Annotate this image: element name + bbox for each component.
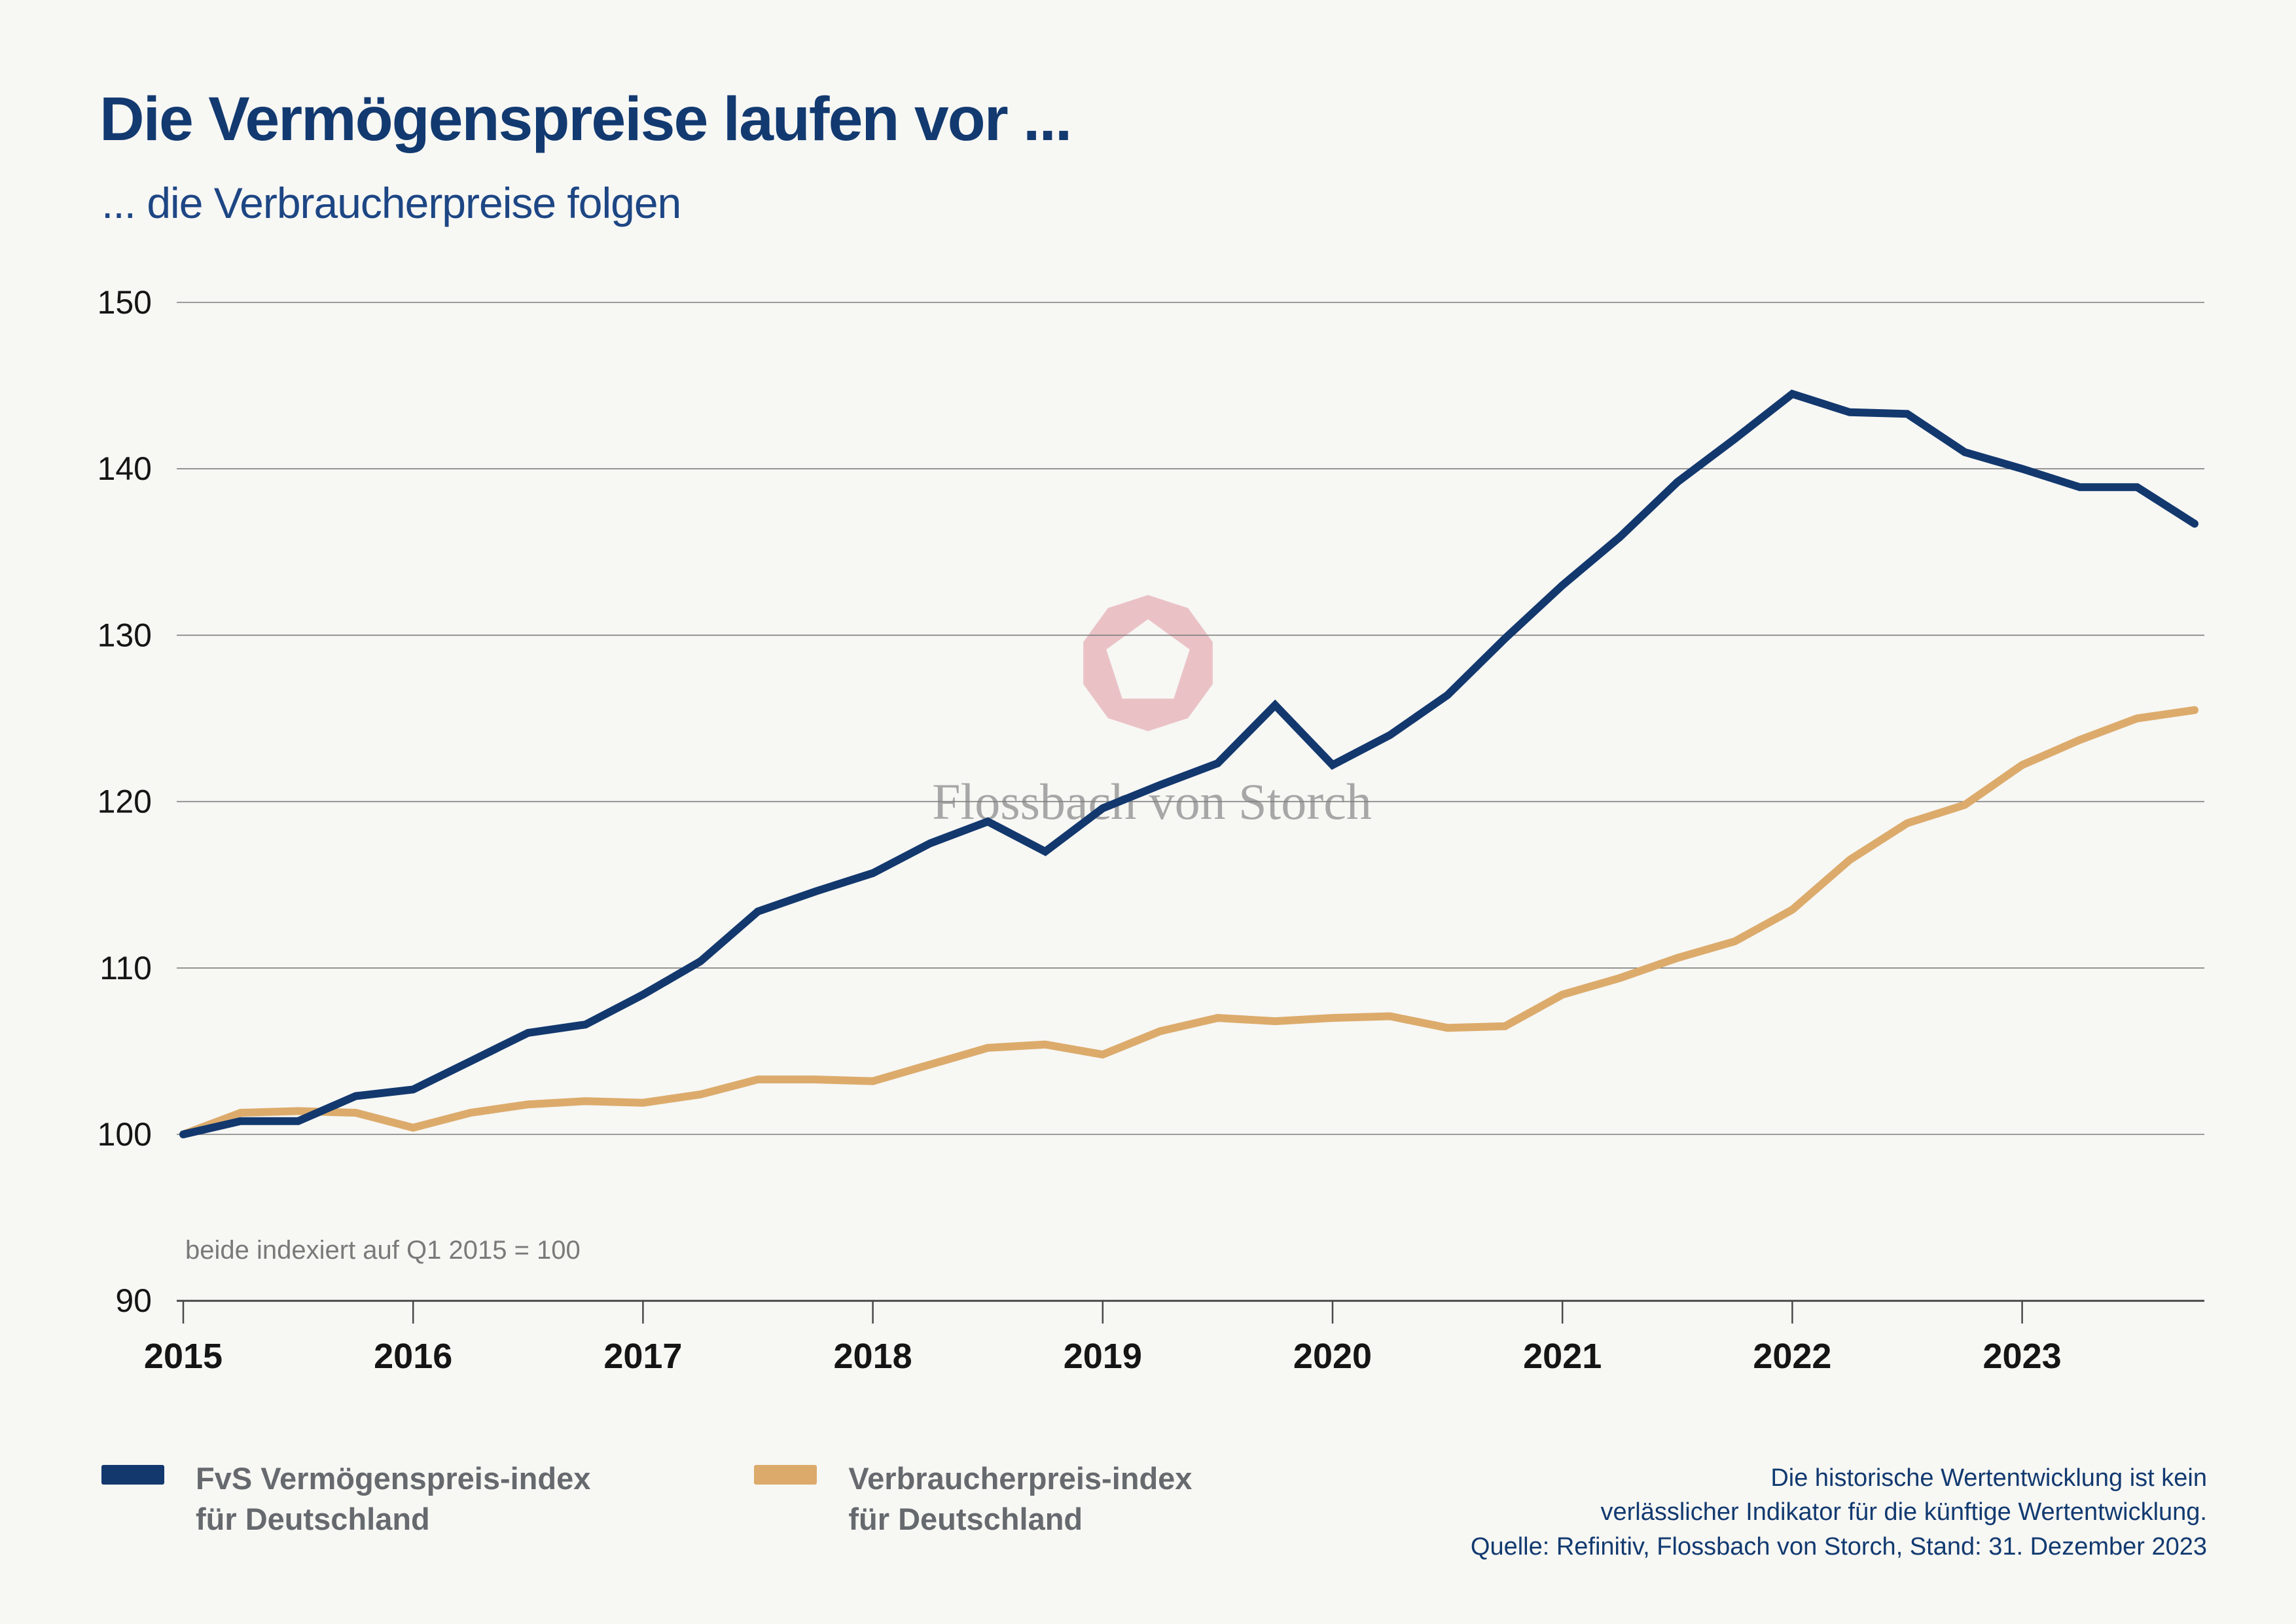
series-line-fvs-verm-genspreis-index-f-r-deutschland — [179, 389, 2198, 1138]
gridlines — [177, 302, 2204, 1302]
legend-item-vermoegenspreisindex: FvS Vermögenspreis-index für Deutschland — [101, 1458, 590, 1540]
svg-text:100: 100 — [98, 1116, 152, 1153]
source-line: Quelle: Refinitiv, Flossbach von Storch,… — [1470, 1532, 2207, 1561]
svg-text:130: 130 — [98, 617, 152, 653]
legend-swatch-navy — [101, 1465, 164, 1485]
disclaimer-line-1: Die historische Wertentwicklung ist kein — [1770, 1464, 2207, 1492]
svg-text:150: 150 — [98, 284, 152, 321]
svg-text:2018: 2018 — [834, 1337, 912, 1376]
flossbach-von-storch-logo-icon — [1083, 595, 1213, 731]
svg-text:2022: 2022 — [1753, 1337, 1831, 1376]
svg-text:110: 110 — [99, 950, 152, 986]
svg-text:2020: 2020 — [1293, 1337, 1372, 1376]
x-axis-labels: 2015 2016 2017 2018 2019 2020 2021 2022 2023 — [144, 1337, 2062, 1376]
svg-text:2016: 2016 — [374, 1337, 452, 1376]
disclaimer-line-2: verlässlicher Indikator für die künftige… — [1600, 1498, 2208, 1526]
y-axis-labels: 90 100 110 120 130 140 150 — [98, 284, 152, 1319]
svg-text:2017: 2017 — [603, 1337, 682, 1376]
legend-swatch-tan — [754, 1465, 817, 1485]
page-title: Die Vermögenspreise laufen vor ... — [99, 84, 1072, 154]
page-subtitle: ... die Verbraucherpreise folgen — [101, 179, 681, 227]
svg-text:120: 120 — [98, 784, 152, 820]
svg-text:140: 140 — [98, 450, 152, 487]
index-base-note: beide indexiert auf Q1 2015 = 100 — [185, 1236, 581, 1265]
svg-text:2023: 2023 — [1983, 1337, 2062, 1376]
axis-ticks — [182, 1301, 2023, 1324]
svg-text:2015: 2015 — [144, 1337, 223, 1376]
legend-label: Verbraucherpreis-index für Deutschland — [848, 1461, 1193, 1537]
legend-item-verbraucherpreisindex: Verbraucherpreis-index für Deutschland — [754, 1458, 1192, 1540]
series-line-verbraucherpreis-index-f-r-deutschland — [179, 706, 2198, 1138]
chart-legend: FvS Vermögenspreis-index für Deutschland… — [101, 1458, 1192, 1540]
svg-text:2021: 2021 — [1523, 1337, 1602, 1376]
svg-text:2019: 2019 — [1064, 1337, 1142, 1376]
legend-label: FvS Vermögenspreis-index für Deutschland — [196, 1461, 591, 1537]
svg-text:90: 90 — [115, 1282, 152, 1319]
data-series — [179, 389, 2198, 1138]
disclaimer-and-source: Die historische Wertentwicklung ist kein… — [1471, 1461, 2207, 1564]
